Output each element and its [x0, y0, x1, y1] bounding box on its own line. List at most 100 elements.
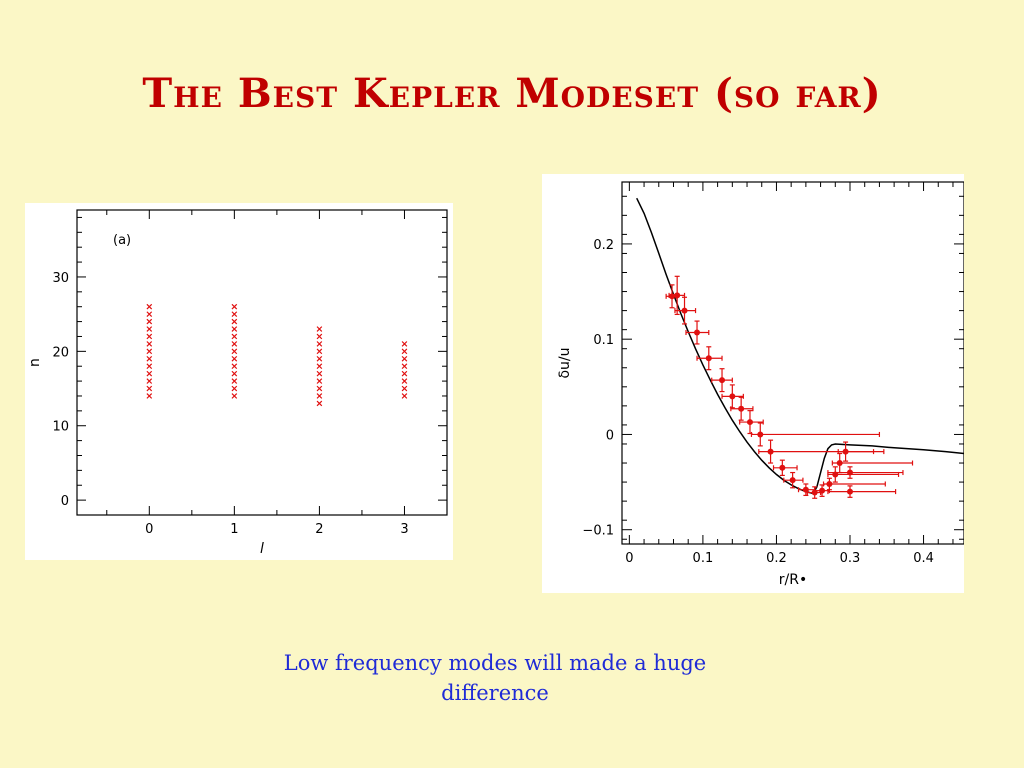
data-point: [783, 471, 804, 489]
point-marker: [842, 448, 849, 455]
mode-marker: [146, 348, 153, 355]
mode-marker: [401, 341, 408, 347]
mode-marker: [401, 363, 408, 370]
mode-marker: [231, 303, 238, 310]
mode-marker: [146, 341, 153, 347]
y-axis-label: δu/u: [557, 347, 573, 378]
mode-marker: [231, 326, 238, 332]
x-tick-label: 0.2: [766, 551, 787, 566]
x-tick-label: 1: [230, 522, 238, 537]
x-axis-label: l: [260, 541, 264, 557]
mode-marker: [146, 385, 153, 392]
x-axis-label: r/R•: [779, 572, 807, 588]
point-marker: [669, 293, 676, 300]
x-tick-label: 0.4: [913, 551, 934, 566]
mode-marker: [316, 355, 323, 362]
mode-marker: [231, 333, 238, 340]
mode-marker: [146, 363, 153, 370]
point-marker: [729, 393, 736, 400]
mode-marker: [146, 311, 153, 317]
slide-title: The Best Kepler Modeset (so far): [142, 70, 882, 117]
mode-marker: [146, 393, 153, 399]
model-curve: [636, 197, 964, 495]
mode-marker: [316, 385, 323, 392]
y-tick-label: 0.1: [593, 333, 614, 348]
data-point: [827, 466, 900, 483]
mode-set-chart-panel: 0 1 2 3 0 10 20 30 l n (a): [25, 203, 453, 560]
x-tick-label: 0: [145, 522, 153, 537]
mode-marker: [316, 400, 323, 407]
sound-speed-chart-panel: 0 0.1 0.2 0.3 0.4 −0.1 0 0.1 0.2 r/R• δu/u: [542, 174, 964, 593]
x-tick-label: 0: [625, 551, 633, 566]
point-marker: [694, 329, 701, 336]
mode-marker: [316, 326, 323, 332]
point-marker: [847, 469, 853, 476]
data-point: [721, 384, 744, 409]
mode-marker: [231, 355, 238, 362]
mode-marker: [146, 333, 153, 340]
mode-marker: [231, 370, 238, 377]
point-marker: [738, 405, 745, 412]
x-tick-label: 0.3: [840, 551, 861, 566]
y-tick-label: 0: [61, 494, 69, 509]
y-tick-label: 0: [606, 428, 614, 443]
data-point: [827, 466, 904, 479]
sound-speed-chart: 0 0.1 0.2 0.3 0.4 −0.1 0 0.1 0.2 r/R• δu/u: [557, 181, 964, 588]
panel-label: (a): [113, 233, 131, 248]
data-point: [696, 346, 723, 371]
point-marker: [757, 431, 764, 438]
point-marker: [789, 477, 796, 484]
mode-marker: [231, 363, 238, 370]
mode-marker: [146, 355, 153, 362]
data-point: [772, 459, 798, 477]
y-tick-label: 20: [52, 345, 69, 360]
point-marker: [705, 355, 712, 362]
mode-marker: [231, 311, 238, 317]
point-marker: [826, 480, 833, 487]
point-marker: [746, 419, 753, 426]
mode-marker: [146, 303, 153, 310]
mode-marker: [231, 318, 238, 325]
plot-frame: [76, 209, 448, 516]
data-point: [674, 296, 697, 325]
data-point: [806, 486, 822, 499]
y-tick-label: 10: [52, 420, 69, 435]
data-point: [685, 320, 710, 345]
mode-marker: [401, 393, 408, 399]
mode-marker: [231, 378, 238, 384]
data-point: [822, 477, 886, 491]
point-marker: [819, 487, 826, 494]
mode-marker: [401, 355, 408, 362]
point-marker: [779, 464, 786, 471]
data-point: [831, 452, 914, 474]
point-marker: [674, 292, 681, 299]
mode-marker: [231, 385, 238, 392]
mode-marker: [146, 326, 153, 332]
mode-marker: [401, 385, 408, 392]
slide-caption: Low frequency modes will made a huge dif…: [283, 651, 707, 705]
mode-marker: [401, 378, 408, 384]
point-marker: [847, 488, 853, 495]
mode-marker: [146, 378, 153, 384]
y-tick-label: −0.1: [582, 524, 614, 539]
point-marker: [802, 486, 809, 493]
plot-frame: [621, 181, 964, 545]
mode-marker: [316, 393, 323, 399]
point-marker: [767, 448, 774, 455]
mode-marker: [316, 333, 323, 340]
mode-marker: [146, 370, 153, 377]
mode-marker: [231, 393, 238, 399]
y-tick-label: 30: [52, 271, 69, 286]
point-marker: [719, 377, 726, 384]
mode-marker: [401, 370, 408, 377]
mode-marker: [316, 341, 323, 347]
mode-marker: [146, 318, 153, 325]
y-axis-label: n: [27, 358, 43, 367]
mode-marker: [231, 348, 238, 355]
data-point: [711, 368, 733, 393]
x-tick-label: 0.1: [693, 551, 714, 566]
x-tick-label: 2: [315, 522, 323, 537]
point-marker: [836, 460, 843, 467]
mode-marker: [401, 348, 408, 355]
